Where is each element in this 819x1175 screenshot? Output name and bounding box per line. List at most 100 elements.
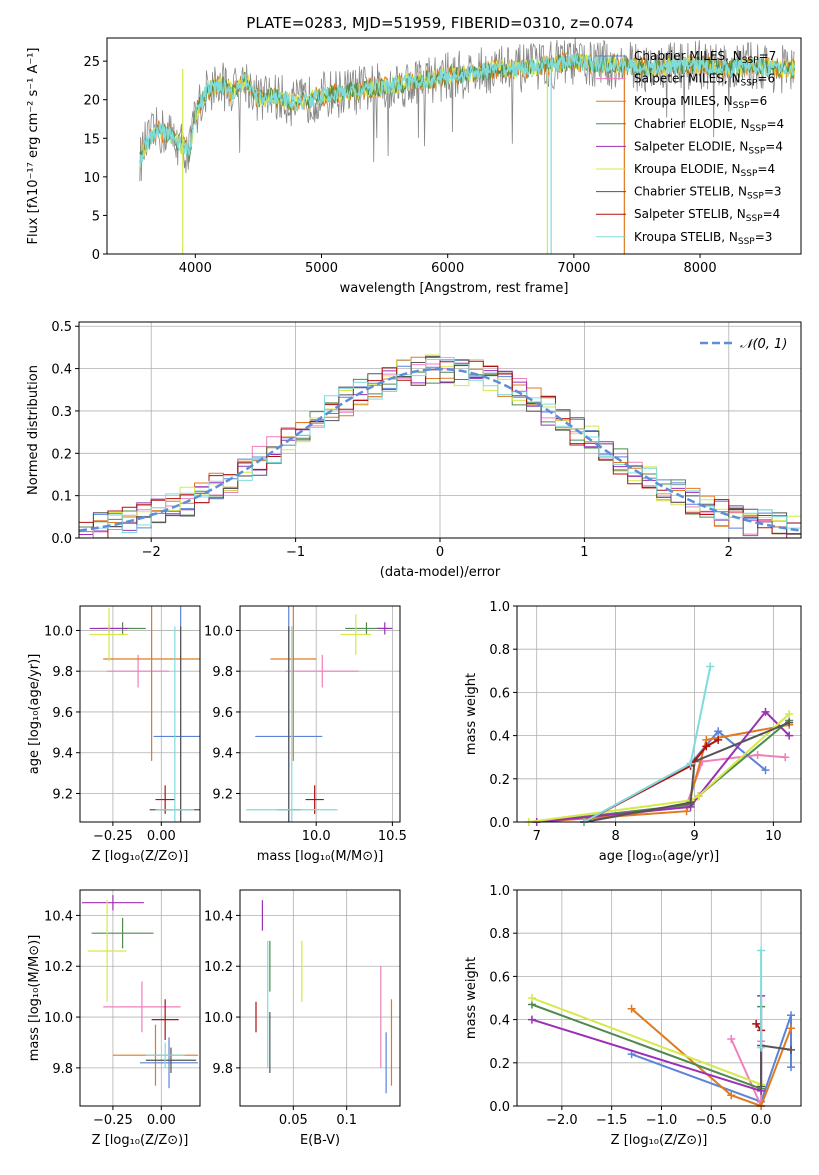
x-tick-label: 0.05 [279, 1113, 308, 1128]
chart-7: −2.0 −1.5 −1.0 −0.5 0.0 0.0 0.2 0.4 0.6 0.8 1.0 Z [… [464, 884, 802, 1148]
y-tick-label: 9.2 [212, 787, 233, 802]
y-tick-label: 10.2 [44, 960, 73, 975]
legend-label: Kroupa ELODIE, NSSP=4 [634, 162, 775, 179]
mass-weight-point [781, 753, 790, 762]
x-tick-label: −1 [286, 545, 305, 560]
chart-1: −2 −1 0 1 2 0.0 0.1 0.2 0.3 0.4 0.5 (data-model)/er… [26, 320, 802, 580]
mass-weight-point [527, 1015, 536, 1024]
y-tick-label: 0.0 [489, 816, 510, 831]
spectrum-title: PLATE=0283, MJD=51959, FIBERID=0310, z=0… [246, 14, 633, 32]
legend-label: Kroupa STELIB, NSSP=3 [634, 230, 772, 247]
y-tick-label: 9.8 [52, 1062, 73, 1077]
chart-4: 7 8 9 10 0.0 0.2 0.4 0.6 0.8 1.0 age [log₁₀(age/yr… [464, 600, 802, 864]
x-axis-label: (data-model)/error [380, 565, 501, 580]
y-tick-label: 0.0 [489, 1100, 510, 1115]
y-tick-label: 0.4 [51, 363, 72, 378]
legend-label: Chabrier STELIB, NSSP=3 [634, 185, 782, 202]
mass-weight-point [686, 798, 695, 807]
x-tick-label: 10 [765, 829, 782, 844]
y-axis-label: Normed distribution [26, 365, 41, 495]
legend-label: Salpeter ELODIE, NSSP=4 [634, 139, 783, 156]
y-tick-label: 1.0 [489, 884, 510, 899]
x-tick-label: −2.0 [546, 1113, 578, 1128]
y-tick-label: 9.8 [52, 665, 73, 680]
x-tick-label: 0.00 [147, 1113, 176, 1128]
y-tick-label: 9.8 [212, 1062, 233, 1077]
mass-weight-point [627, 1004, 636, 1013]
y-tick-label: 0.4 [489, 1014, 510, 1029]
legend-label: Salpeter MILES, NSSP=6 [634, 72, 775, 89]
mass-weight-point [714, 727, 723, 736]
plot-frame [78, 321, 802, 539]
x-tick-label: 5000 [305, 261, 338, 276]
mass-weight-point [706, 662, 715, 671]
mass-weight-point [787, 1063, 796, 1072]
mass-weight-line [531, 1003, 763, 1091]
y-tick-label: 0 [92, 248, 100, 263]
legend-label: Kroupa MILES, NSSP=6 [634, 94, 767, 111]
x-tick-label: 0 [436, 545, 444, 560]
y-tick-label: 9.4 [52, 747, 73, 762]
x-axis-label: E(B-V) [300, 1133, 340, 1148]
mass-weight-point [702, 742, 711, 751]
plot-frame [516, 605, 802, 823]
y-tick-label: 9.4 [212, 747, 233, 762]
mass-weight-point [694, 792, 703, 801]
x-tick-label: 7000 [557, 261, 590, 276]
y-tick-label: 9.8 [212, 665, 233, 680]
x-tick-label: −2 [142, 545, 161, 560]
chart-6: 0.05 0.1 9.8 10.0 10.2 10.4 E(B-V) [204, 889, 401, 1148]
mass-weight-point [761, 707, 770, 716]
x-tick-label: −0.5 [696, 1113, 728, 1128]
x-tick-label: 8 [611, 829, 619, 844]
x-tick-label: −1.0 [646, 1113, 678, 1128]
y-axis-label: Flux [fλ10⁻¹⁷ erg cm⁻² s⁻¹ A⁻¹] [26, 48, 41, 245]
legend-label: Salpeter STELIB, NSSP=4 [634, 207, 780, 224]
y-tick-label: 0.2 [489, 1057, 510, 1072]
x-axis-label: age [log₁₀(age/yr)] [599, 849, 720, 864]
x-tick-label: 10.0 [302, 829, 331, 844]
x-tick-label: 4000 [179, 261, 212, 276]
x-axis-label: Z [log₁₀(Z/Z⊙)] [611, 1133, 708, 1148]
y-tick-label: 10.0 [44, 1011, 73, 1026]
y-tick-label: 10 [83, 171, 100, 186]
y-tick-label: 0.2 [51, 447, 72, 462]
mass-weight-line [536, 710, 790, 822]
y-tick-label: 9.6 [212, 706, 233, 721]
mass-weight-point [757, 1043, 766, 1052]
legend-label: 𝒩(0, 1) [740, 337, 787, 352]
y-tick-label: 9.6 [52, 706, 73, 721]
mass-weight-point [787, 1024, 796, 1033]
mass-weight-point [686, 759, 695, 768]
x-tick-label: 9 [690, 829, 698, 844]
y-tick-label: 10.4 [44, 909, 73, 924]
mass-weight-point [682, 807, 691, 816]
y-tick-label: 0.6 [489, 970, 510, 985]
x-axis-label: Z [log₁₀(Z/Z⊙)] [92, 849, 189, 864]
y-axis-label: mass weight [464, 957, 479, 1039]
mass-weight-point [752, 1019, 761, 1028]
plot-frame [516, 889, 802, 1107]
y-axis-label: age [log₁₀(age/yr)] [27, 654, 42, 775]
y-tick-label: 0.0 [51, 532, 72, 547]
x-tick-label: −1.5 [596, 1113, 628, 1128]
x-tick-label: 10.5 [378, 829, 407, 844]
mass-weight-point [785, 718, 794, 727]
legend-label: Chabrier MILES, NSSP=7 [634, 49, 776, 66]
y-tick-label: 15 [83, 132, 100, 147]
mass-weight-point [761, 766, 770, 775]
plot-frame [79, 605, 201, 823]
mass-weight-line [630, 1008, 792, 1106]
x-tick-label: 1 [580, 545, 588, 560]
mass-weight-point [714, 735, 723, 744]
y-tick-label: 0.6 [489, 686, 510, 701]
y-tick-label: 1.0 [489, 600, 510, 615]
x-tick-label: 0.0 [751, 1113, 772, 1128]
chart-2: −0.25 0.00 9.2 9.4 9.6 9.8 10.0 Z [log₁₀(Z/Z⊙)]… [27, 605, 201, 864]
y-tick-label: 10.2 [204, 960, 233, 975]
chart-3: 10.0 10.5 9.2 9.4 9.6 9.8 10.0 mass [log₁₀(M/M⊙… [204, 605, 407, 864]
mass-weight-line [531, 997, 762, 1086]
y-tick-label: 10.0 [204, 1011, 233, 1026]
y-tick-label: 0.2 [489, 773, 510, 788]
